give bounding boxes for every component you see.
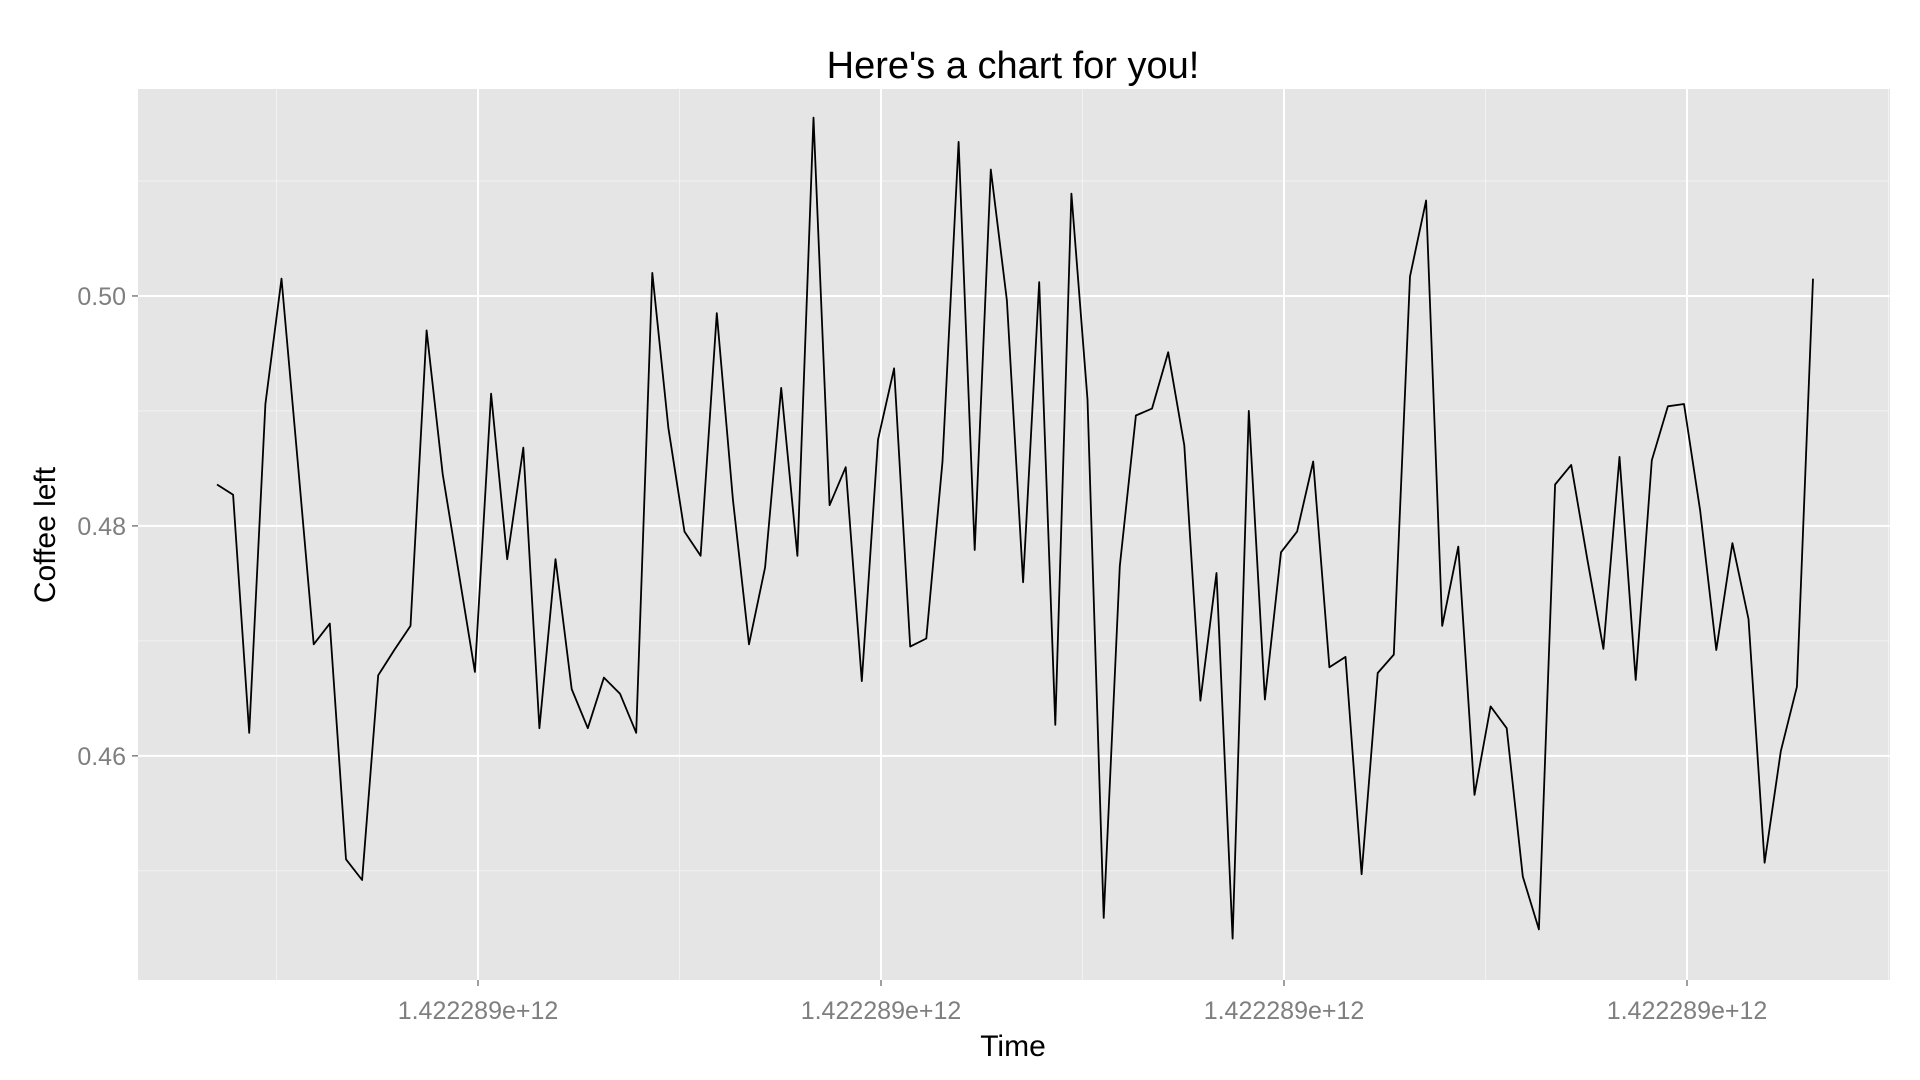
y-tick-label: 0.48 bbox=[77, 513, 126, 541]
y-axis-title: Coffee left bbox=[29, 466, 62, 603]
x-tick-label: 1.422289e+12 bbox=[801, 997, 962, 1025]
x-tick-label: 1.422289e+12 bbox=[398, 997, 559, 1025]
chart-title: Here's a chart for you! bbox=[827, 45, 1200, 87]
minor-gridlines bbox=[138, 89, 1890, 980]
y-axis: 0.46 0.48 0.50 bbox=[77, 283, 138, 771]
data-series bbox=[216, 116, 1814, 940]
major-gridlines bbox=[138, 89, 1890, 980]
y-tick-label: 0.46 bbox=[77, 743, 126, 771]
plot-panel bbox=[138, 89, 1890, 980]
x-tick-label: 1.422289e+12 bbox=[1204, 997, 1365, 1025]
x-axis: 1.422289e+12 1.422289e+12 1.422289e+12 1.42… bbox=[398, 980, 1768, 1025]
x-axis-title: Time bbox=[980, 1030, 1046, 1063]
coffee-left-line bbox=[216, 116, 1814, 940]
x-tick-label: 1.422289e+12 bbox=[1607, 997, 1768, 1025]
y-tick-label: 0.50 bbox=[77, 283, 126, 311]
